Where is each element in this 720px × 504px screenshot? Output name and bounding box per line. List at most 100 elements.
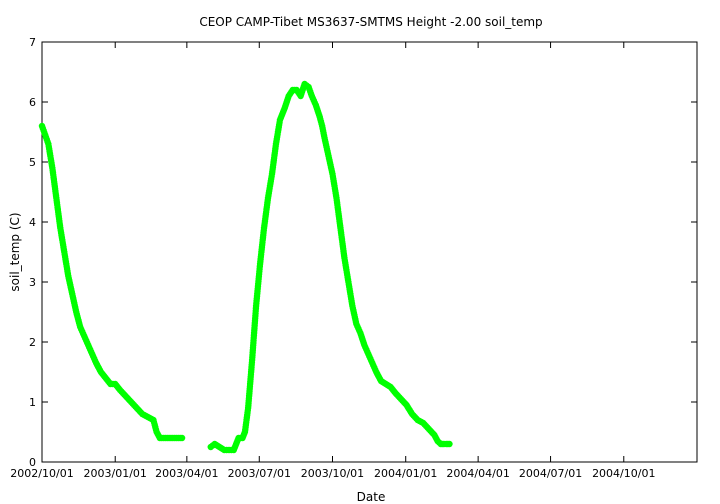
data-point — [69, 290, 76, 298]
data-point — [211, 440, 218, 448]
data-point — [382, 380, 390, 388]
data-point — [80, 332, 88, 340]
y-axis: 0 1 2 3 4 5 6 7 — [29, 36, 697, 469]
y-tick-label: 2 — [29, 336, 36, 349]
data-point — [162, 434, 169, 442]
data-point — [144, 413, 152, 421]
data-point — [349, 302, 356, 310]
data-point — [361, 341, 368, 349]
data-point — [264, 194, 272, 202]
data-point — [41, 131, 49, 139]
data-point — [65, 272, 72, 280]
data-point — [268, 170, 276, 178]
data-point — [230, 446, 238, 454]
data-point — [127, 398, 135, 406]
data-point — [150, 416, 157, 424]
data-point — [53, 194, 60, 202]
data-point — [156, 434, 163, 442]
data-point — [57, 224, 64, 232]
data-point — [77, 323, 84, 331]
data-point — [248, 356, 256, 364]
data-point — [116, 386, 124, 394]
data-point — [353, 320, 360, 328]
data-point — [153, 428, 160, 436]
data-point — [107, 380, 114, 388]
x-axis-label: Date — [357, 490, 386, 504]
data-point — [239, 434, 246, 442]
data-point — [252, 302, 260, 310]
data-point — [321, 134, 328, 142]
data-point — [408, 410, 416, 418]
data-point — [241, 428, 249, 436]
data-point — [225, 446, 233, 454]
x-axis: 2002/10/01 2003/01/01 2003/04/01 2003/07/01… — [10, 42, 655, 480]
y-tick-label: 5 — [29, 156, 36, 169]
data-point — [329, 170, 336, 178]
data-point — [112, 380, 119, 388]
data-point — [38, 122, 46, 130]
data-point — [392, 389, 399, 397]
data-point — [308, 92, 315, 100]
data-point — [312, 101, 319, 109]
data-point — [133, 404, 140, 412]
x-tick-label: 2004/07/01 — [519, 467, 582, 480]
data-series — [38, 80, 453, 454]
plot-frame — [41, 41, 698, 463]
data-point — [256, 260, 264, 268]
data-point — [216, 443, 223, 451]
x-tick-label: 2004/10/01 — [592, 467, 655, 480]
data-point — [397, 395, 405, 403]
x-tick-label: 2003/10/01 — [301, 467, 364, 480]
data-point — [365, 350, 372, 358]
y-tick-label: 3 — [29, 276, 36, 289]
data-point — [318, 122, 326, 130]
data-point — [325, 152, 332, 160]
data-point — [122, 392, 129, 400]
data-point — [178, 434, 186, 442]
data-point — [276, 116, 284, 124]
data-point — [73, 308, 80, 316]
data-point — [316, 113, 323, 121]
y-tick-label: 0 — [29, 456, 36, 469]
data-point — [61, 248, 68, 256]
data-point — [272, 140, 280, 148]
y-tick-label: 4 — [29, 216, 36, 229]
y-tick-label: 7 — [29, 36, 36, 49]
data-point — [345, 278, 352, 286]
data-point — [49, 164, 56, 172]
data-point — [221, 446, 228, 454]
y-axis-label: soil_temp (C) — [8, 212, 22, 291]
y-tick-label: 1 — [29, 396, 36, 409]
data-point — [102, 374, 109, 382]
data-point — [369, 359, 376, 367]
data-point — [333, 194, 340, 202]
data-point — [293, 86, 300, 94]
data-point — [173, 434, 180, 442]
x-tick-label: 2003/07/01 — [228, 467, 291, 480]
data-point — [167, 434, 175, 442]
data-point — [337, 224, 344, 232]
data-point — [244, 404, 252, 412]
data-point — [425, 425, 432, 433]
data-point — [84, 341, 92, 349]
data-point — [357, 329, 364, 337]
chart-title: CEOP CAMP-Tibet MS3637-SMTMS Height -2.0… — [199, 15, 542, 29]
x-tick-label: 2003/01/01 — [84, 467, 147, 480]
data-point — [420, 419, 427, 427]
x-tick-label: 2004/04/01 — [446, 467, 509, 480]
data-point — [92, 359, 100, 367]
data-point — [387, 383, 394, 391]
data-point — [377, 377, 385, 385]
data-point — [97, 368, 105, 376]
data-point — [305, 83, 312, 91]
data-point — [446, 440, 453, 448]
data-point — [285, 92, 292, 100]
data-point — [281, 104, 288, 112]
x-tick-label: 2003/04/01 — [155, 467, 218, 480]
data-point — [139, 410, 146, 418]
data-point — [341, 254, 348, 262]
data-point — [45, 140, 52, 148]
data-point — [431, 431, 438, 439]
data-point — [88, 350, 96, 358]
